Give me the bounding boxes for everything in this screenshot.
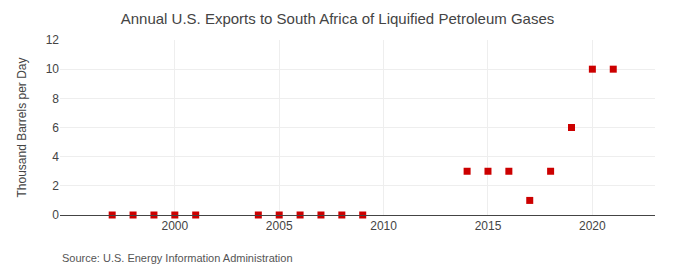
svg-text:2005: 2005 <box>266 219 293 233</box>
svg-text:2010: 2010 <box>370 219 397 233</box>
svg-text:2020: 2020 <box>579 219 606 233</box>
svg-text:12: 12 <box>46 33 60 47</box>
svg-text:2: 2 <box>52 179 59 193</box>
svg-text:6: 6 <box>52 121 59 135</box>
svg-text:10: 10 <box>46 62 60 76</box>
svg-text:2015: 2015 <box>475 219 502 233</box>
svg-text:Source: U.S. Energy Informatio: Source: U.S. Energy Information Administ… <box>62 252 293 264</box>
svg-text:2000: 2000 <box>161 219 188 233</box>
svg-text:Annual U.S. Exports to South A: Annual U.S. Exports to South Africa of L… <box>121 10 555 27</box>
svg-text:Thousand Barrels per Day: Thousand Barrels per Day <box>15 57 29 197</box>
svg-text:0: 0 <box>52 208 59 222</box>
svg-text:4: 4 <box>52 150 59 164</box>
svg-text:8: 8 <box>52 92 59 106</box>
